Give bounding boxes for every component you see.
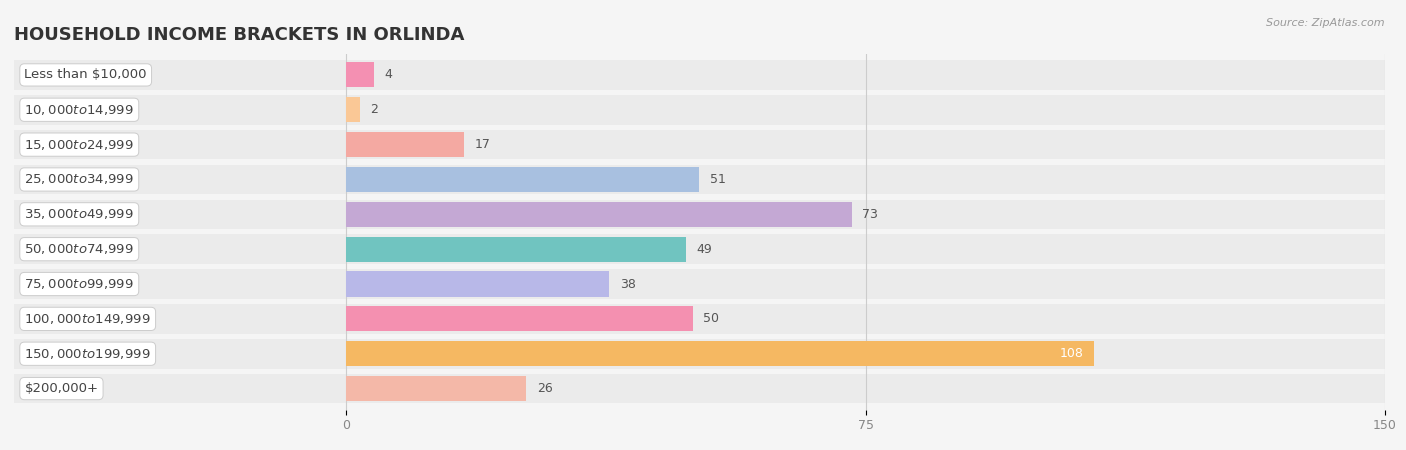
- Text: 108: 108: [1060, 347, 1084, 360]
- Bar: [346, 237, 686, 262]
- Text: $200,000+: $200,000+: [24, 382, 98, 395]
- Bar: [14, 199, 1385, 229]
- Bar: [14, 374, 1385, 403]
- Text: $50,000 to $74,999: $50,000 to $74,999: [24, 242, 134, 256]
- Bar: [14, 130, 1385, 159]
- Bar: [346, 63, 374, 87]
- Text: 73: 73: [862, 208, 879, 221]
- Text: 26: 26: [537, 382, 553, 395]
- Text: 49: 49: [696, 243, 711, 256]
- Bar: [346, 97, 360, 122]
- Bar: [346, 202, 852, 227]
- Text: Source: ZipAtlas.com: Source: ZipAtlas.com: [1267, 18, 1385, 28]
- Text: $25,000 to $34,999: $25,000 to $34,999: [24, 172, 134, 186]
- Bar: [14, 269, 1385, 299]
- Text: 4: 4: [384, 68, 392, 81]
- Text: 51: 51: [710, 173, 725, 186]
- Text: 38: 38: [620, 278, 636, 291]
- Bar: [346, 271, 609, 297]
- Bar: [346, 132, 464, 157]
- Text: 17: 17: [474, 138, 491, 151]
- Bar: [14, 339, 1385, 369]
- Bar: [14, 234, 1385, 264]
- Text: 2: 2: [371, 103, 378, 116]
- Bar: [346, 167, 700, 192]
- Text: $150,000 to $199,999: $150,000 to $199,999: [24, 347, 150, 361]
- Text: 50: 50: [703, 312, 718, 325]
- Text: $10,000 to $14,999: $10,000 to $14,999: [24, 103, 134, 117]
- Bar: [14, 304, 1385, 334]
- Text: $15,000 to $24,999: $15,000 to $24,999: [24, 138, 134, 152]
- Bar: [346, 306, 693, 332]
- Bar: [346, 341, 1094, 366]
- Text: HOUSEHOLD INCOME BRACKETS IN ORLINDA: HOUSEHOLD INCOME BRACKETS IN ORLINDA: [14, 26, 464, 44]
- Bar: [346, 376, 526, 401]
- Bar: [14, 165, 1385, 194]
- Text: $35,000 to $49,999: $35,000 to $49,999: [24, 207, 134, 221]
- Text: $100,000 to $149,999: $100,000 to $149,999: [24, 312, 150, 326]
- Text: $75,000 to $99,999: $75,000 to $99,999: [24, 277, 134, 291]
- Text: Less than $10,000: Less than $10,000: [24, 68, 148, 81]
- Bar: [14, 60, 1385, 90]
- Bar: [14, 95, 1385, 125]
